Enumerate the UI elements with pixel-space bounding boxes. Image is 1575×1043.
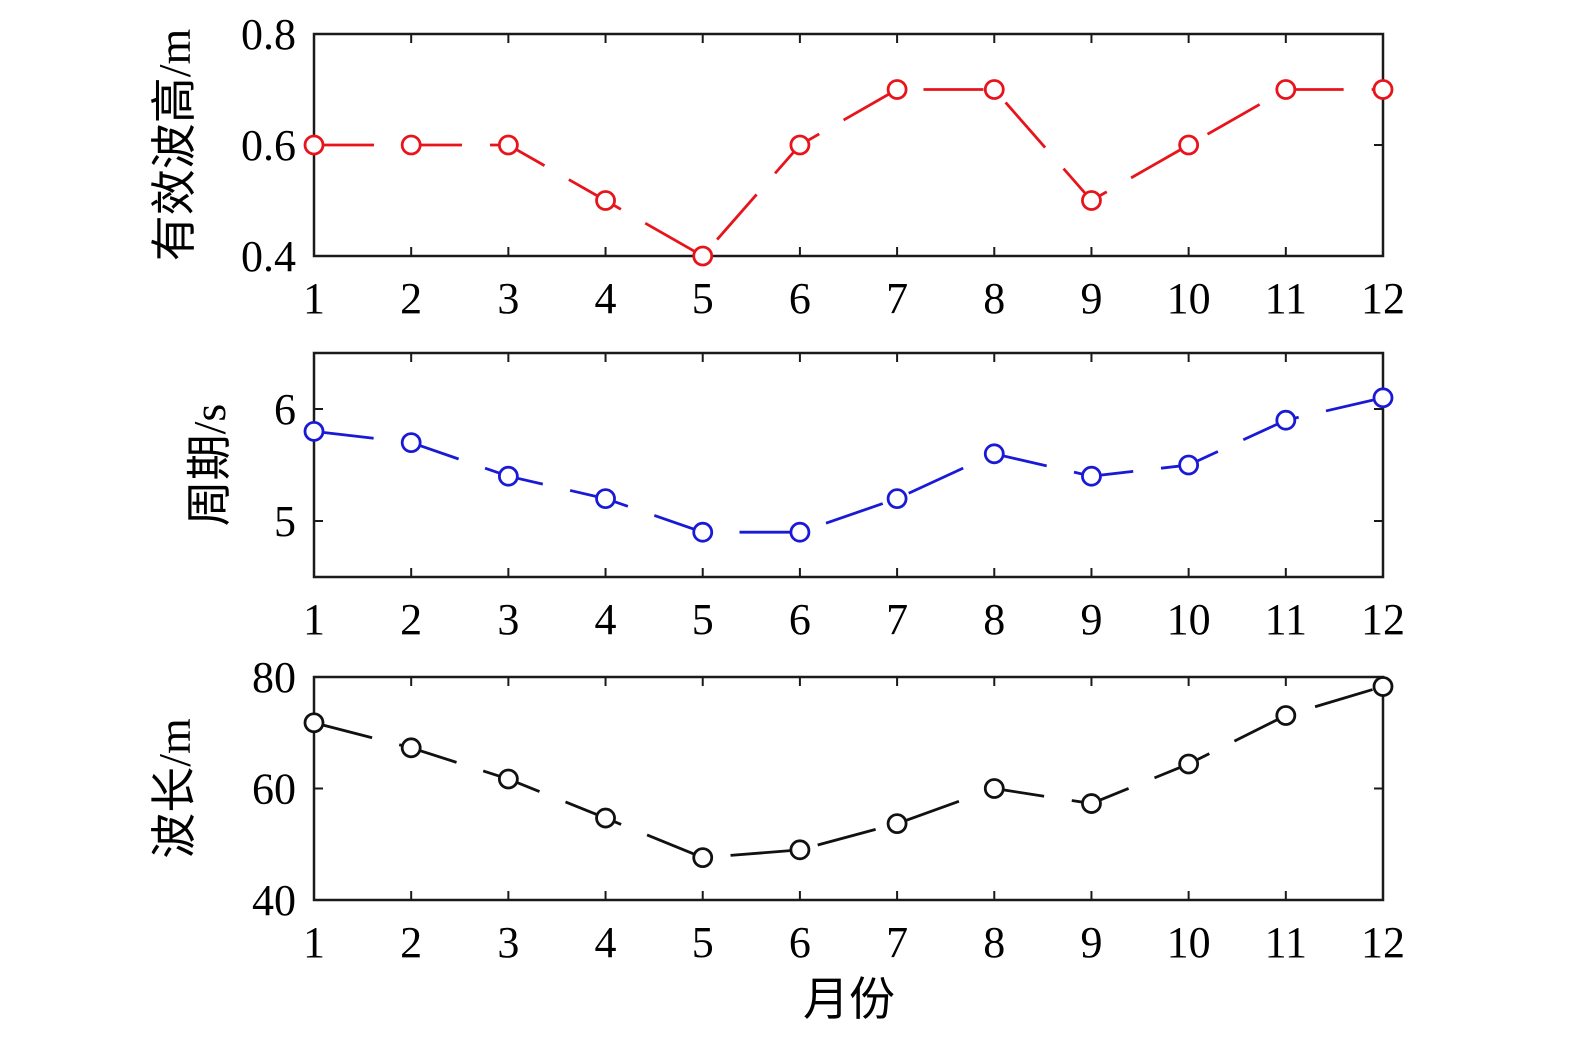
y-axis-title: 周期/s [184,404,235,527]
y-tick-label: 0.8 [241,10,296,59]
x-tick-label: 1 [303,274,325,323]
y-tick-label: 60 [252,765,296,814]
x-tick-label: 2 [400,595,422,644]
x-tick-label: 11 [1265,918,1307,967]
x-tick-label: 12 [1361,918,1405,967]
data-point [886,488,908,510]
data-point [789,521,811,543]
data-point [497,465,519,487]
x-tick-label: 11 [1265,274,1307,323]
series-line [313,396,1384,534]
data-point [1372,676,1394,697]
y-axis-title: 波长/m [149,718,200,859]
x-tick-label: 1 [303,918,325,967]
x-tick-label: 8 [983,274,1005,323]
data-point [1372,79,1394,100]
data-point [1178,134,1200,156]
x-tick-label: 1 [303,595,325,644]
data-point [1178,753,1200,775]
x-tick-label: 10 [1167,595,1211,644]
y-tick-label: 6 [274,385,296,434]
data-point [692,847,714,869]
data-point [1178,454,1200,476]
x-tick-label: 2 [400,274,422,323]
data-point [789,134,811,156]
data-point [983,443,1005,465]
x-tick-label: 2 [400,918,422,967]
x-tick-label: 6 [789,595,811,644]
data-point [400,134,422,156]
data-point [595,488,616,510]
data-point [789,839,811,861]
x-tick-label: 7 [886,595,908,644]
plot-frame [312,675,1385,902]
x-tick-label: 4 [595,595,617,644]
data-point [692,521,714,543]
y-tick-label: 0.6 [241,121,296,170]
x-tick-label: 6 [789,274,811,323]
data-point [692,245,714,267]
x-tick-label: 6 [789,918,811,967]
x-tick-label: 12 [1361,274,1405,323]
data-point [1275,79,1297,100]
x-axis-title: 月份 [803,974,895,1025]
x-tick-label: 9 [1080,918,1102,967]
data-point [886,813,908,835]
data-point [1081,190,1102,211]
series-line [313,685,1384,860]
x-tick-label: 9 [1080,595,1102,644]
y-tick-label: 80 [252,653,296,702]
y-tick-label: 5 [274,497,296,546]
data-point [983,778,1005,799]
x-tick-label: 12 [1361,595,1405,644]
series-line [314,88,1383,258]
x-tick-label: 10 [1167,274,1211,323]
y-tick-label: 40 [252,876,296,925]
x-tick-label: 5 [692,918,714,967]
data-point [886,79,908,100]
x-tick-label: 4 [595,274,617,323]
data-point [303,712,325,734]
x-tick-label: 3 [497,918,519,967]
x-tick-label: 5 [692,595,714,644]
y-tick-label: 0.4 [241,232,296,281]
x-tick-label: 8 [983,918,1005,967]
data-point [400,737,422,759]
data-point [1081,793,1102,814]
data-point [1372,387,1394,409]
x-tick-label: 9 [1080,274,1102,323]
x-tick-label: 4 [595,918,617,967]
data-point [595,190,616,211]
x-tick-label: 5 [692,274,714,323]
x-tick-label: 8 [983,595,1005,644]
y-axis-title: 有效波高/m [149,29,200,262]
data-point [497,768,519,790]
data-point [303,134,325,156]
data-point [1275,705,1297,726]
x-tick-label: 11 [1265,595,1307,644]
plot-frame [312,32,1385,258]
x-tick-label: 7 [886,274,908,323]
x-tick-label: 3 [497,595,519,644]
data-point [1275,409,1297,431]
data-point [497,134,519,156]
data-point [303,420,325,442]
data-point [983,79,1005,100]
data-point [400,432,422,454]
x-tick-label: 7 [886,918,908,967]
x-tick-label: 3 [497,274,519,323]
plot-frame [312,351,1385,579]
data-point [595,807,616,829]
data-point [1081,465,1102,487]
x-tick-label: 10 [1167,918,1211,967]
